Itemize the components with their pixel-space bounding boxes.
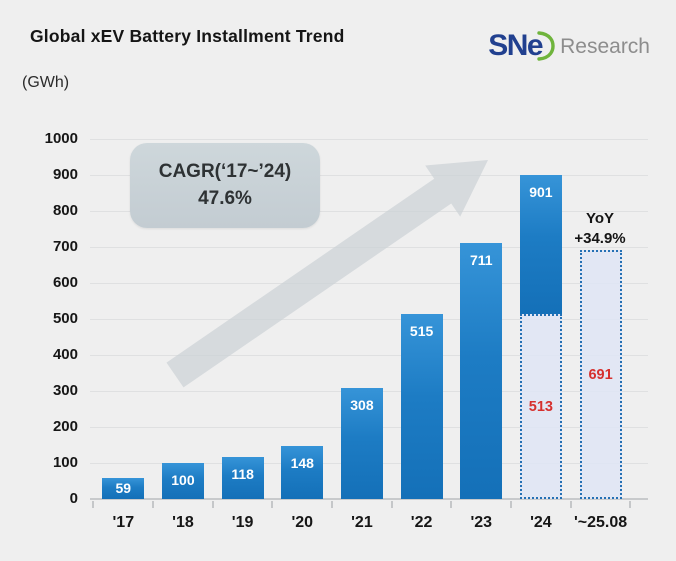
y-axis-tick-label: 800 <box>52 202 78 219</box>
yoy-annotation-line1: YoY <box>585 210 615 227</box>
cagr-annotation-line2: 47.6% <box>198 187 252 209</box>
bar-value-label: 118 <box>231 465 254 482</box>
x-axis-tick <box>450 501 453 508</box>
x-axis-tick <box>92 501 95 508</box>
x-axis-label: '21 <box>351 514 373 531</box>
cagr-annotation: CAGR(‘17~’24) 47.6% <box>130 143 320 228</box>
logo-swoosh-icon <box>537 31 555 61</box>
x-axis-label: '~25.08 <box>573 514 628 531</box>
bar-20: 148 <box>281 445 324 499</box>
y-axis-tick-label: 100 <box>52 454 78 471</box>
bar-18: 100 <box>161 463 204 499</box>
x-axis-label: '23 <box>470 514 493 531</box>
cagr-annotation-line1: CAGR(‘17~’24) <box>158 160 292 182</box>
bar-24-projected-segment: 513 <box>519 314 562 499</box>
bar-24-actual: 901 <box>519 174 562 315</box>
bar-19: 118 <box>221 456 264 499</box>
x-axis-label: '20 <box>291 514 314 531</box>
x-axis-tick <box>152 501 155 508</box>
x-axis-line <box>90 498 648 500</box>
x-axis-tick <box>271 501 274 508</box>
bar-value-label: 100 <box>171 472 195 488</box>
logo-sne-text: SNe <box>488 29 543 62</box>
bar-value-label: 515 <box>409 322 434 339</box>
bar-25.08-projected-segment: 691 <box>579 250 622 499</box>
x-axis-label: '19 <box>231 514 254 531</box>
logo-research-text: Research <box>560 34 650 58</box>
y-axis-tick-label: 900 <box>52 166 78 183</box>
x-axis-label: '17 <box>112 514 135 531</box>
y-axis-tick-label: 300 <box>52 382 78 399</box>
sne-research-logo: SNe Research <box>488 27 650 65</box>
y-axis-unit-label: (GWh) <box>22 74 70 91</box>
y-axis-tick-label: 200 <box>52 418 78 435</box>
bar-value-label: 148 <box>290 454 314 471</box>
y-axis-tick-label: 1000 <box>44 130 78 147</box>
x-axis-label: '22 <box>410 514 433 531</box>
bar-22: 515 <box>400 313 443 499</box>
x-axis-tick <box>211 501 214 508</box>
bar-23: 711 <box>460 243 503 499</box>
y-axis-tick-label: 0 <box>69 490 78 507</box>
bar-value-label-highlight: 691 <box>588 366 613 383</box>
x-axis-tick <box>629 501 632 508</box>
x-axis-label: '18 <box>172 514 194 531</box>
y-axis-tick-label: 600 <box>52 274 78 291</box>
gridline <box>90 138 648 140</box>
bar-value-label: 711 <box>469 252 493 269</box>
gridline <box>90 282 648 284</box>
x-axis-label: '24 <box>530 514 552 531</box>
bar-value-label: 308 <box>350 397 374 414</box>
y-axis-tick-label: 400 <box>52 346 78 363</box>
yoy-annotation-line2: +34.9% <box>574 230 626 248</box>
y-axis-tick-label: 500 <box>52 310 78 327</box>
bar-value-label: 901 <box>529 183 553 200</box>
x-axis-tick <box>390 501 393 508</box>
y-axis-tick-label: 700 <box>52 238 78 255</box>
x-axis-tick <box>569 501 572 508</box>
bar-17: 59 <box>102 477 145 499</box>
bar-value-label-highlight: 513 <box>528 398 553 415</box>
x-axis-tick <box>331 501 334 508</box>
bar-21: 308 <box>340 388 383 499</box>
page-title: Global xEV Battery Installment Trend <box>30 26 345 46</box>
gridline <box>90 354 648 356</box>
gridline <box>90 318 648 320</box>
yoy-annotation: YoY +34.9% <box>558 209 642 250</box>
x-axis-tick <box>510 501 513 508</box>
bar-value-label: 59 <box>115 480 132 497</box>
